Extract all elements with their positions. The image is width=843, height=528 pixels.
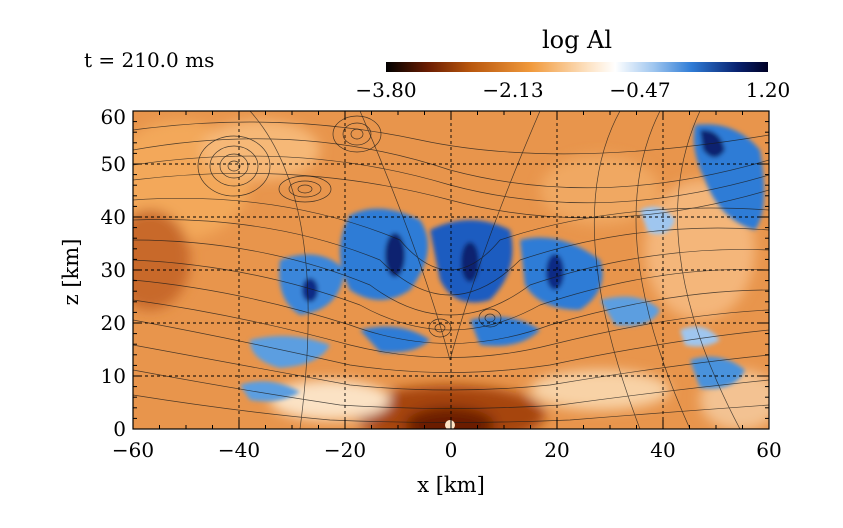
y-axis-label: z [km] — [59, 239, 83, 306]
colorbar-tick-label: −2.13 — [482, 78, 543, 102]
origin-spot — [445, 420, 455, 429]
colorbar-tick-label: −3.80 — [355, 78, 416, 102]
x-tick-label: −20 — [324, 438, 366, 462]
x-tick-label: 20 — [544, 438, 569, 462]
colorbar — [386, 62, 768, 72]
axis-ticks — [132, 110, 770, 430]
x-tick-label: 0 — [445, 438, 458, 462]
heatmap — [133, 111, 769, 429]
x-axis-label: x [km] — [417, 473, 485, 497]
y-tick-label: 0 — [113, 417, 126, 441]
y-tick-label: 30 — [101, 258, 126, 282]
x-tick-label: 40 — [650, 438, 675, 462]
time-label: t = 210.0 ms — [84, 48, 214, 72]
x-tick-label: −60 — [112, 438, 154, 462]
y-tick-label: 50 — [101, 152, 126, 176]
y-tick-label: 20 — [101, 311, 126, 335]
x-tick-label: −40 — [218, 438, 260, 462]
colorbar-title: log Al — [542, 26, 612, 54]
y-tick-label: 40 — [101, 205, 126, 229]
y-tick-label: 60 — [101, 105, 126, 129]
vortices — [197, 115, 502, 338]
heatmap-blue-regions — [240, 124, 764, 402]
y-tick-label: 10 — [101, 364, 126, 388]
grid — [133, 111, 769, 429]
colorbar-tick-label: −0.47 — [609, 78, 670, 102]
x-tick-label: 60 — [756, 438, 781, 462]
colorbar-tick-label: 1.20 — [746, 78, 791, 102]
